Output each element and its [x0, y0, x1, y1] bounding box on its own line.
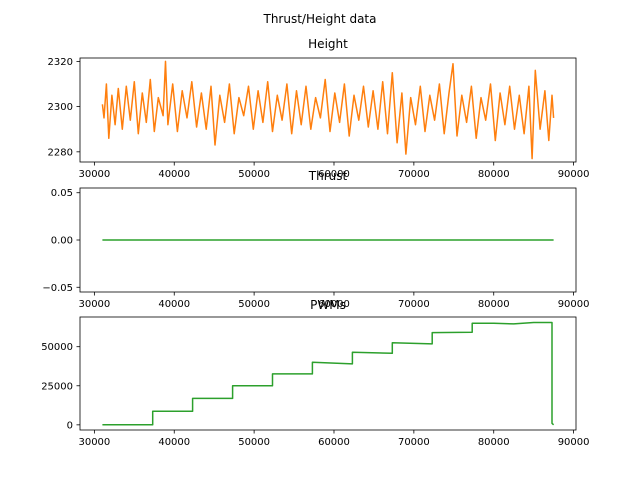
- pwms-x-tick-label: 60000: [318, 437, 350, 448]
- pwms-x-tick-label: 50000: [238, 437, 270, 448]
- height-y-tick-label: 2280: [48, 147, 73, 158]
- height-series-layer: [101, 60, 555, 160]
- pwms-x-tick-label: 40000: [158, 437, 190, 448]
- thrust-y-tick-label: 0.00: [51, 236, 73, 247]
- thrust-x-tick-label: 90000: [558, 299, 590, 310]
- pwms-x-tick-label: 30000: [78, 437, 110, 448]
- thrust-title: Thrust: [308, 169, 348, 183]
- thrust-x-tick-label: 50000: [238, 299, 270, 310]
- thrust-y-tick-label: 0.05: [51, 188, 73, 199]
- height-x-tick-label: 30000: [78, 169, 110, 180]
- pwms-x-tick-label: 90000: [558, 437, 590, 448]
- pwms-y-tick-label: 50000: [41, 342, 73, 353]
- height-axis-layer: 30000 40000 50000 60000 70000 80000 90000 2280 2…: [48, 57, 590, 180]
- height-x-tick-label: 80000: [478, 169, 510, 180]
- pwms-y-tick-label: 25000: [41, 381, 73, 392]
- pwms-series-line: [102, 321, 555, 426]
- thrust-subplot: 30000 40000 50000 60000 70000 80000 90000 −0.05…: [42, 169, 589, 310]
- thrust-x-tick-label: 60000: [318, 299, 350, 310]
- pwms-series-layer: [102, 321, 555, 426]
- height-y-tick-label: 2320: [48, 57, 73, 68]
- pwms-axis-layer: 30000 40000 50000 60000 70000 80000 90000 0 2500…: [41, 342, 589, 448]
- thrust-x-tick-label: 70000: [398, 299, 430, 310]
- height-x-tick-label: 60000: [318, 169, 350, 180]
- height-x-tick-label: 70000: [398, 169, 430, 180]
- height-series-line: [101, 60, 555, 160]
- thrust-x-tick-label: 40000: [158, 299, 190, 310]
- height-title: Height: [308, 37, 348, 51]
- height-x-tick-label: 90000: [558, 169, 590, 180]
- thrust-x-tick-label: 80000: [478, 299, 510, 310]
- pwms-plot-area: [79, 316, 577, 431]
- pwms-title: PWMs: [310, 298, 346, 312]
- thrust-y-tick-label: −0.05: [42, 283, 73, 294]
- height-x-tick-label: 50000: [238, 169, 270, 180]
- height-subplot: 30000 40000 50000 60000 70000 80000 90000 2280 2…: [48, 37, 590, 180]
- thrust-x-tick-label: 30000: [78, 299, 110, 310]
- thrust-axis-layer: 30000 40000 50000 60000 70000 80000 90000 −0.05…: [42, 188, 589, 310]
- pwms-y-tick-label: 0: [67, 420, 73, 431]
- height-x-tick-label: 40000: [158, 169, 190, 180]
- pwms-subplot: 30000 40000 50000 60000 70000 80000 90000 0 2500…: [41, 298, 589, 448]
- height-y-tick-label: 2300: [48, 102, 73, 113]
- pwms-x-tick-label: 80000: [478, 437, 510, 448]
- figure-title: Thrust/Height data: [263, 12, 377, 26]
- pwms-x-tick-label: 70000: [398, 437, 430, 448]
- height-plot-area: [79, 57, 577, 163]
